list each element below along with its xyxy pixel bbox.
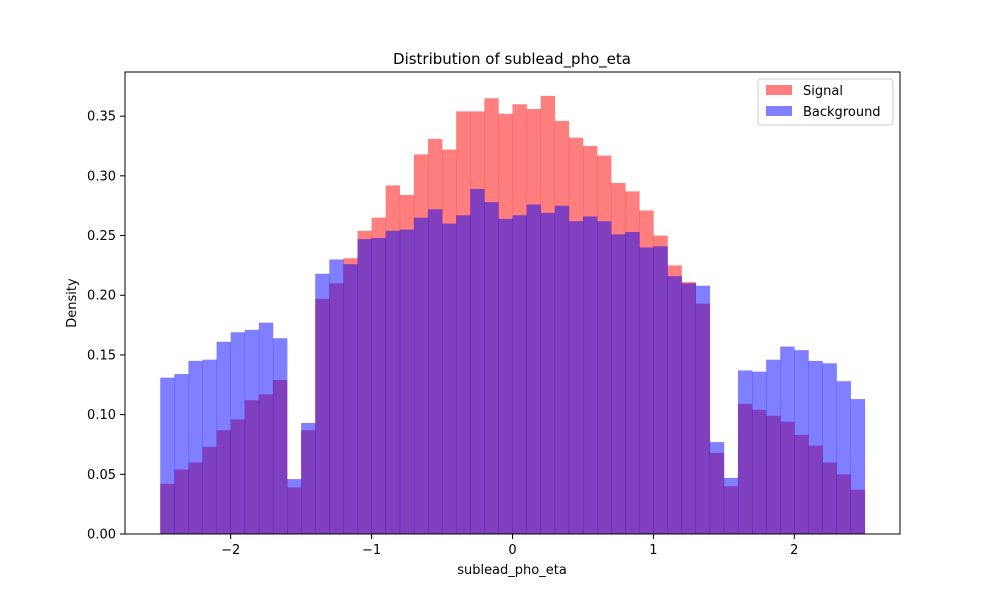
bar-background-28 [554, 205, 570, 534]
y-tick-label: 0.15 [87, 348, 116, 363]
bars-layer [160, 95, 866, 535]
bar-background-38 [695, 285, 711, 534]
legend-label-background: Background [803, 105, 881, 120]
legend-label-signal: Signal [803, 84, 843, 99]
bar-background-5 [230, 332, 246, 534]
bar-background-45 [794, 350, 809, 534]
bar-background-31 [597, 221, 612, 535]
legend: Signal Background [757, 78, 894, 126]
bar-background-41 [737, 370, 753, 534]
y-tick-label: 0.20 [87, 289, 116, 304]
bar-background-34 [639, 247, 654, 534]
bar-background-36 [667, 276, 682, 534]
x-tick-label: 1 [649, 543, 657, 558]
bar-background-47 [822, 363, 837, 534]
x-tick-label: −1 [362, 543, 381, 558]
x-tick-label: 2 [790, 543, 798, 558]
bar-background-43 [766, 359, 781, 534]
bar-background-26 [526, 204, 541, 534]
bar-background-21 [456, 215, 471, 535]
bar-background-1 [174, 374, 189, 534]
bar-background-19 [427, 209, 443, 535]
bar-background-13 [343, 264, 358, 534]
bar-background-49 [850, 399, 866, 534]
y-tick-label: 0.10 [87, 408, 116, 423]
series-background [160, 188, 866, 535]
bar-background-35 [653, 246, 668, 535]
bar-background-17 [399, 229, 415, 534]
bar-background-48 [836, 381, 851, 534]
bar-background-23 [484, 202, 499, 534]
bar-background-6 [244, 329, 260, 534]
bar-background-30 [582, 216, 598, 534]
chart-title: Distribution of sublead_pho_eta [393, 50, 631, 69]
bar-background-2 [188, 360, 203, 534]
y-tick-label: 0.05 [87, 468, 116, 483]
bar-background-18 [413, 217, 429, 534]
bar-background-33 [625, 231, 640, 534]
x-axis-label: sublead_pho_eta [457, 563, 567, 578]
bar-background-27 [540, 212, 556, 534]
bar-background-3 [202, 359, 217, 534]
bar-background-16 [385, 230, 401, 534]
legend-swatch-background [766, 106, 792, 116]
bar-background-39 [709, 442, 725, 534]
bar-background-44 [780, 346, 795, 534]
bar-background-46 [808, 360, 823, 534]
bar-background-7 [258, 322, 274, 534]
bar-background-8 [272, 338, 288, 534]
bar-background-15 [371, 237, 386, 534]
legend-swatch-signal [766, 85, 792, 95]
bar-background-20 [442, 223, 457, 534]
y-axis-ticks: 0.00 0.05 0.10 0.15 0.20 0.25 0.30 0.35 [87, 110, 125, 543]
x-tick-label: 0 [508, 543, 516, 558]
bar-background-9 [287, 479, 302, 534]
y-axis-label: Density [65, 278, 80, 328]
y-tick-label: 0.00 [87, 528, 116, 543]
bar-background-12 [329, 259, 344, 534]
x-axis-ticks: −2 −1 0 1 2 [221, 534, 798, 558]
bar-background-10 [301, 422, 316, 534]
bar-background-29 [568, 221, 584, 535]
bar-background-11 [315, 273, 330, 534]
y-tick-label: 0.25 [87, 229, 116, 244]
bar-background-14 [357, 239, 372, 535]
bar-background-42 [752, 371, 767, 534]
x-tick-label: −2 [221, 543, 240, 558]
bar-background-22 [470, 188, 485, 534]
bar-background-4 [216, 341, 231, 534]
bar-background-32 [611, 234, 626, 535]
bar-background-37 [681, 283, 696, 534]
bar-background-24 [498, 218, 513, 534]
bar-background-40 [723, 477, 739, 534]
y-tick-label: 0.35 [87, 110, 116, 125]
y-tick-label: 0.30 [87, 169, 116, 184]
bar-background-0 [160, 377, 175, 534]
bar-background-25 [512, 215, 527, 535]
